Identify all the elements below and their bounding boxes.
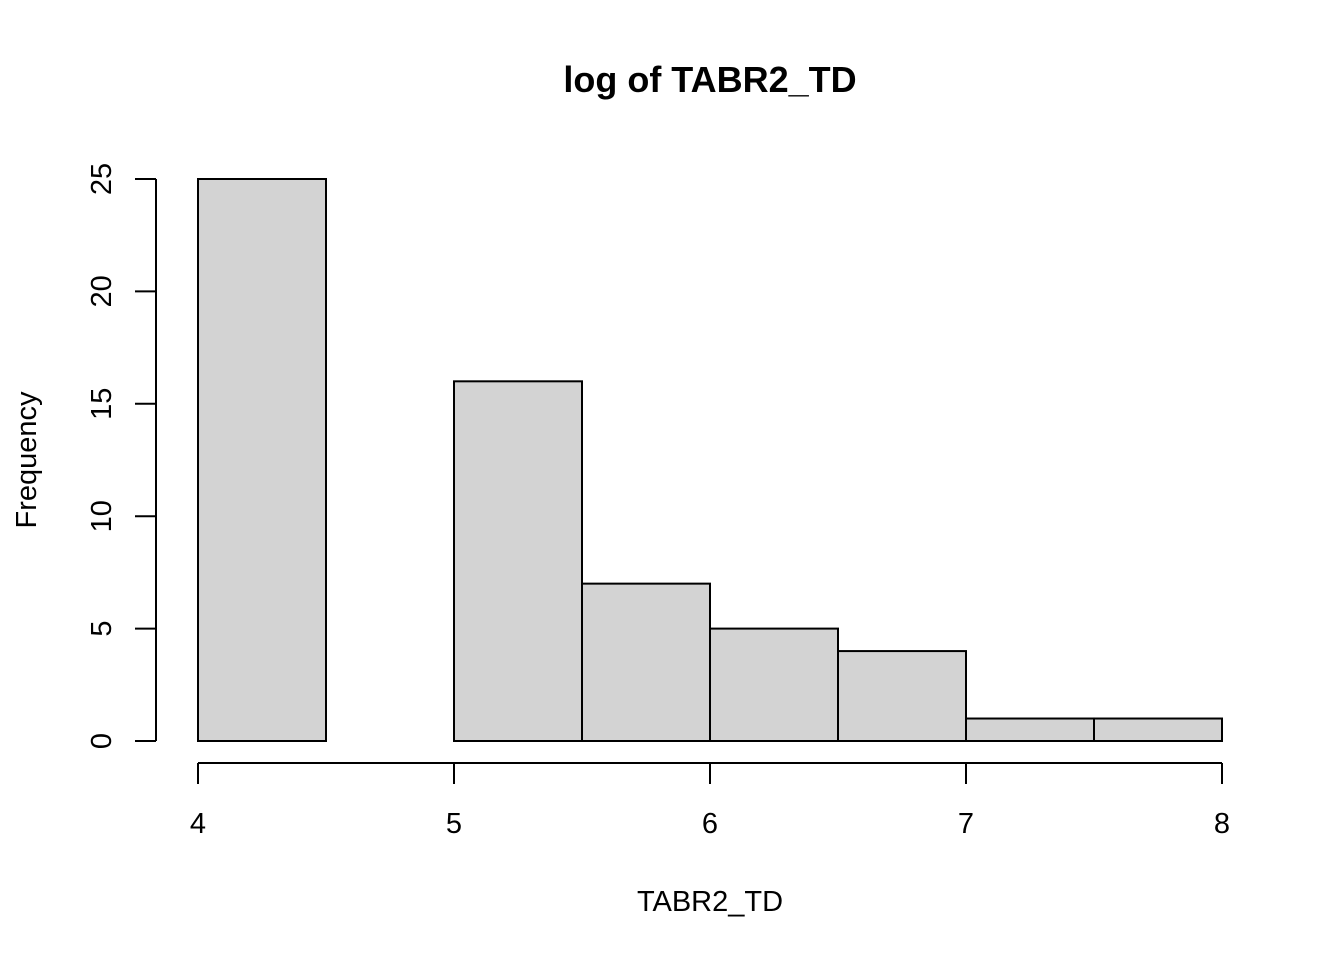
y-axis: 0 5 10 15 20 25 bbox=[86, 163, 157, 749]
y-tick-label: 15 bbox=[86, 388, 118, 420]
y-axis-label: Frequency bbox=[11, 391, 43, 529]
bars-group bbox=[197, 178, 1223, 743]
x-tick-label: 5 bbox=[446, 808, 462, 840]
x-tick-label: 7 bbox=[958, 808, 974, 840]
y-tick-label: 5 bbox=[86, 621, 118, 637]
x-tick-label: 6 bbox=[702, 808, 718, 840]
histogram-bar bbox=[837, 650, 967, 743]
y-tick-label: 25 bbox=[86, 163, 118, 195]
x-axis-label: TABR2_TD bbox=[637, 886, 783, 918]
chart-title: log of TABR2_TD bbox=[563, 59, 856, 100]
histogram-bar bbox=[197, 178, 327, 742]
histogram-bar bbox=[709, 627, 839, 742]
x-tick-label: 8 bbox=[1214, 808, 1230, 840]
histogram-bar bbox=[965, 717, 1095, 743]
y-tick-label: 0 bbox=[86, 733, 118, 749]
x-axis: 4 5 6 7 8 bbox=[190, 762, 1230, 840]
histogram-bar bbox=[581, 582, 711, 743]
y-tick-label: 10 bbox=[86, 500, 118, 532]
y-tick-label: 20 bbox=[86, 275, 118, 307]
histogram-bar bbox=[1093, 717, 1223, 743]
histogram-bar bbox=[453, 380, 583, 742]
x-tick-label: 4 bbox=[190, 808, 206, 840]
